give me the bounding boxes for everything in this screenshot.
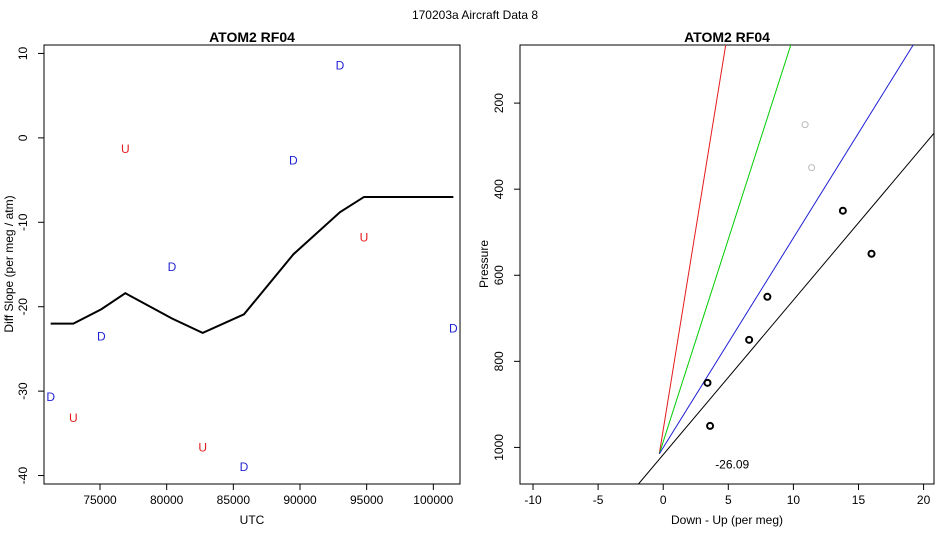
y-tick-label: 10 (16, 46, 30, 60)
x-tick-label: 20 (917, 493, 931, 507)
y-tick-label: -40 (16, 467, 30, 485)
x-axis-label: Down - Up (per meg) (671, 513, 783, 527)
y-axis-label: Pressure (477, 240, 491, 288)
x-tick-label: 15 (852, 493, 866, 507)
y-tick-label: -20 (16, 298, 30, 316)
y-tick-label: 200 (492, 93, 506, 113)
data-point (867, 249, 876, 258)
y-tick-label: 800 (492, 351, 506, 371)
x-tick-label: 75000 (83, 493, 117, 507)
fit-line (658, 45, 792, 455)
data-point (703, 378, 712, 387)
point-label: D (97, 329, 106, 343)
point-label: D (336, 58, 345, 72)
point-label: D (46, 390, 55, 404)
point-label: U (69, 411, 78, 425)
point-label: D (240, 460, 249, 474)
fit-line (658, 45, 914, 455)
annotation-label: -26.09 (715, 458, 749, 472)
x-axis-label: UTC (240, 513, 265, 527)
plot-data (638, 45, 934, 484)
x-tick-label: -10 (524, 493, 542, 507)
figure-suptitle: 170203a Aircraft Data 8 (412, 8, 538, 22)
x-tick-label: 5 (725, 493, 732, 507)
fit-line (658, 45, 727, 454)
point-label: D (289, 154, 298, 168)
plot-frame (43, 44, 461, 485)
plot-frame (519, 44, 935, 485)
y-tick-label: 1000 (492, 434, 506, 461)
data-point (706, 421, 715, 430)
y-axis-label: Diff Slope (per meg / atm) (2, 195, 16, 332)
y-tick-label: -10 (16, 213, 30, 231)
x-tick-label: 80000 (150, 493, 184, 507)
y-tick-label: -30 (16, 382, 30, 400)
x-tick-label: 90000 (283, 493, 317, 507)
x-tick-label: 0 (660, 493, 667, 507)
data-point (745, 335, 754, 344)
data-point (763, 292, 772, 301)
right-chart: ATOM2 RF04 Down - Up (per meg) Pressure … (477, 29, 935, 527)
x-tick-label: 95000 (350, 493, 384, 507)
left-chart: ATOM2 RF04 UTC Diff Slope (per meg / atm… (2, 29, 461, 527)
data-point (801, 121, 809, 129)
fit-line (638, 132, 934, 484)
point-label: U (121, 142, 130, 156)
point-label: D (168, 260, 177, 274)
data-point (838, 206, 847, 215)
plot-area: -10 -5 0 5 10 15 20 200 400 600 800 1000 -26.09 (492, 44, 935, 507)
x-tick-label: 85000 (217, 493, 251, 507)
series-line (50, 195, 454, 334)
chart-title: ATOM2 RF04 (209, 29, 295, 45)
y-tick-label: 0 (16, 134, 30, 141)
point-label: D (449, 322, 458, 336)
x-tick-label: 100000 (413, 493, 453, 507)
y-tick-label: 600 (492, 265, 506, 285)
point-label: U (198, 441, 207, 455)
plot-area: 75000 80000 85000 90000 95000 100000 -40 -30 -20… (16, 44, 461, 507)
data-point (808, 164, 816, 172)
x-tick-label: -5 (593, 493, 604, 507)
x-tick-label: 10 (787, 493, 801, 507)
point-label: U (360, 230, 369, 244)
chart-title: ATOM2 RF04 (684, 29, 770, 45)
y-tick-label: 400 (492, 179, 506, 199)
